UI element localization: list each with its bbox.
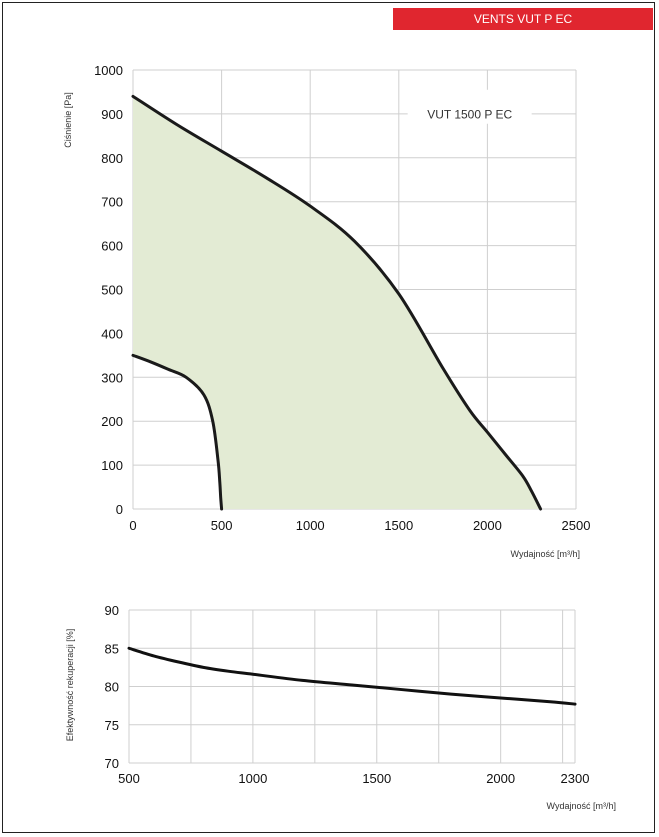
chart2-x-tick-label: 2300 <box>561 771 590 786</box>
chart1-x-tick-label: 2000 <box>473 518 502 533</box>
chart1-y-tick-label: 1000 <box>94 63 123 78</box>
chart2-x-tick-label: 1000 <box>238 771 267 786</box>
chart2-y-tick-label: 70 <box>105 756 119 771</box>
chart1-y-tick-label: 700 <box>101 195 123 210</box>
chart1-y-tick-label: 100 <box>101 458 123 473</box>
chart2-curves <box>127 646 577 706</box>
chart2-tick-labels: 70 75 80 85 90 500 1000 1500 2000 2300 <box>105 603 590 786</box>
chart1-y-tick-label: 600 <box>101 239 123 254</box>
chart1-x-tick-label: 2500 <box>562 518 591 533</box>
chart1-x-axis-title: Wydajność [m³/h] <box>511 549 580 559</box>
chart1-x-tick-label: 1500 <box>384 518 413 533</box>
chart2-series-line-efficiency <box>127 646 577 706</box>
chart2-y-tick-label: 90 <box>105 603 119 618</box>
chart1-legend-label: VUT 1500 P EC <box>427 107 512 121</box>
chart1-y-tick-label: 300 <box>101 370 123 385</box>
chart2-y-tick-label: 85 <box>105 641 119 656</box>
chart1-y-tick-label: 900 <box>101 107 123 122</box>
chart1-series-line-vut1500 <box>131 94 543 511</box>
chart2-y-axis-title: Efektywność rekuperacji [%] <box>65 629 75 742</box>
chart1-y-axis-title: Ciśnienie [Pa] <box>63 92 73 148</box>
chart2-y-tick-label: 80 <box>105 680 119 695</box>
chart2-x-tick-label: 2000 <box>486 771 515 786</box>
chart1-series-line-min <box>131 353 224 511</box>
chart2-grid <box>128 609 576 764</box>
series-title-badge: VENTS VUT P EC <box>393 8 653 30</box>
chart1-y-tick-label: 400 <box>101 326 123 341</box>
chart1-legend-background <box>407 89 532 124</box>
chart1-y-tick-label: 200 <box>101 414 123 429</box>
chart2-x-axis-title: Wydajność [m³/h] <box>547 801 616 811</box>
chart1-operating-area <box>133 96 541 509</box>
chart2-x-tick-label: 500 <box>118 771 140 786</box>
chart1-x-tick-label: 0 <box>129 518 136 533</box>
chart1-y-tick-label: 0 <box>116 502 123 517</box>
chart1-curves <box>131 94 543 511</box>
chart1-x-tick-label: 1000 <box>296 518 325 533</box>
chart2-y-tick-label: 75 <box>105 718 119 733</box>
chart1-y-tick-label: 800 <box>101 151 123 166</box>
chart1-tick-labels: 0 100 200 300 400 500 600 700 800 900 1000 0 500 1000… <box>94 63 590 533</box>
chart2-x-tick-label: 1500 <box>362 771 391 786</box>
series-title-text: VENTS VUT P EC <box>473 12 573 26</box>
chart1-y-tick-label: 500 <box>101 283 123 298</box>
chart1-x-tick-label: 500 <box>211 518 233 533</box>
